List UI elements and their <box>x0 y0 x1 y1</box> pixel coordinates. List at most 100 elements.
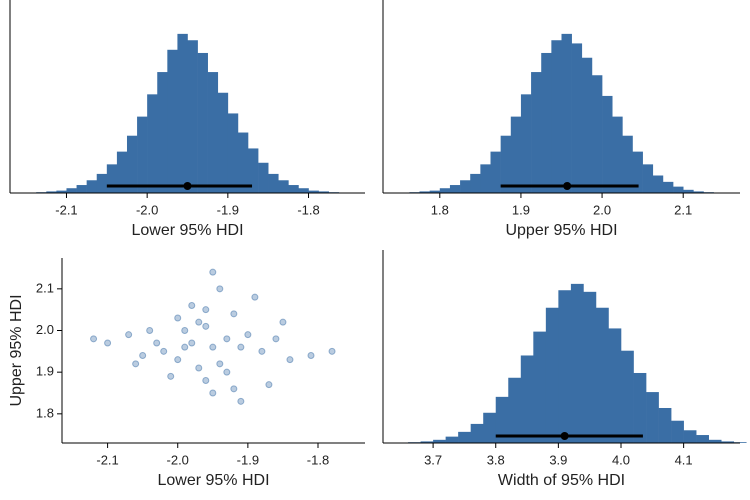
scatter-point <box>90 335 98 343</box>
scatter-point <box>251 293 259 301</box>
bar <box>76 185 87 193</box>
scatter-point <box>209 343 217 351</box>
scatter-point <box>265 381 273 389</box>
bar <box>197 52 208 194</box>
bar <box>268 173 279 193</box>
bar <box>683 189 694 193</box>
scatter-point <box>272 335 280 343</box>
bar <box>147 94 158 193</box>
bar <box>490 151 501 193</box>
bar <box>608 328 622 443</box>
bar <box>495 396 509 443</box>
bar <box>96 173 108 193</box>
scatter-point <box>188 302 196 309</box>
y-axis-label: Upper 95% HDI <box>8 294 25 406</box>
bar <box>445 436 459 443</box>
bar <box>646 392 659 443</box>
bar <box>545 307 559 443</box>
bar <box>558 290 572 443</box>
scatter-point <box>181 327 189 334</box>
scatter-point <box>125 331 133 339</box>
bar <box>298 188 309 193</box>
bar <box>671 420 684 443</box>
bar <box>533 331 547 443</box>
x-tick-label: 4.0 <box>612 452 630 467</box>
bar <box>642 164 654 193</box>
bar <box>419 191 430 193</box>
bar <box>116 151 128 193</box>
bar <box>633 372 647 443</box>
x-tick-label: -2.0 <box>136 202 158 217</box>
x-axis-label: Lower 95% HDI <box>157 472 269 489</box>
bar <box>683 430 697 443</box>
scatter-point <box>132 360 140 368</box>
bar <box>733 442 747 443</box>
bar <box>288 185 299 193</box>
bar <box>583 291 597 443</box>
bar <box>658 407 672 443</box>
bar <box>591 75 603 193</box>
scatter-point <box>223 368 231 376</box>
bar <box>460 180 471 193</box>
bar <box>510 116 522 193</box>
bar <box>227 113 239 193</box>
bar <box>570 283 584 443</box>
bar <box>595 307 609 443</box>
bar <box>622 135 633 193</box>
bar <box>46 191 57 193</box>
x-tick-label: -1.9 <box>237 452 259 467</box>
bar <box>632 151 643 193</box>
bar <box>318 191 329 193</box>
scatter-point <box>216 360 224 368</box>
x-tick-label: -2.0 <box>167 452 189 467</box>
bar <box>571 43 583 194</box>
bar <box>308 190 319 193</box>
bar <box>561 33 572 193</box>
bar <box>66 188 77 193</box>
x-tick-label: -1.9 <box>217 202 239 217</box>
scatter-point <box>230 310 238 318</box>
bar <box>708 439 722 443</box>
bar <box>500 135 512 193</box>
bar <box>157 72 168 193</box>
scatter-point <box>104 339 112 347</box>
point-estimate <box>560 432 569 440</box>
y-tick-label: 2.1 <box>36 280 54 295</box>
scatter-point <box>230 385 238 393</box>
bar <box>187 40 198 193</box>
bar <box>420 441 434 443</box>
scatter-point <box>237 343 245 351</box>
scatter-point <box>146 327 154 334</box>
bar <box>612 116 623 193</box>
scatter-point <box>244 331 252 339</box>
scatter-point <box>237 397 245 405</box>
bar <box>520 355 534 443</box>
bar <box>449 185 461 193</box>
bar <box>621 350 634 443</box>
scatter-point <box>181 343 189 351</box>
bar <box>602 95 613 193</box>
scatter-point <box>258 347 266 355</box>
bar <box>480 164 491 193</box>
bar <box>278 180 289 193</box>
x-tick-label: 2.0 <box>593 202 611 217</box>
scatter-point <box>202 306 210 314</box>
scatter-point <box>328 347 336 355</box>
y-tick-label: 2.0 <box>36 322 54 337</box>
bar <box>458 431 471 443</box>
x-tick-label: -2.1 <box>55 202 77 217</box>
scatter-point <box>153 339 161 347</box>
scatter-point <box>286 356 294 364</box>
x-tick-label: 2.1 <box>674 202 692 217</box>
scatter-point <box>195 364 203 372</box>
scatter-point <box>209 389 217 397</box>
bar <box>258 162 269 193</box>
x-tick-label: 3.9 <box>549 452 567 467</box>
x-tick-label: -1.8 <box>297 202 319 217</box>
x-tick-label: 1.8 <box>431 202 449 217</box>
point-estimate <box>563 182 572 190</box>
x-axis-label: Lower 95% HDI <box>131 222 243 239</box>
bar <box>673 186 684 193</box>
bar <box>581 57 593 193</box>
